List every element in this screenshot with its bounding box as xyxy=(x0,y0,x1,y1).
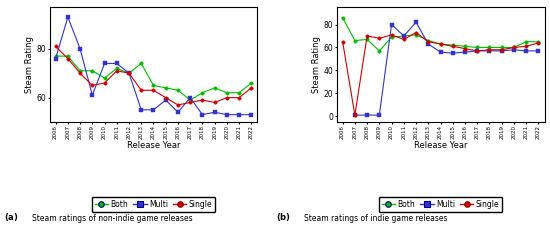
Legend: Both, Multi, Single: Both, Multi, Single xyxy=(91,197,216,212)
X-axis label: Release Year: Release Year xyxy=(414,141,468,150)
Text: $\bf{(b)}$: $\bf{(b)}$ xyxy=(276,211,291,223)
Text: Steam ratings of indie game releases: Steam ratings of indie game releases xyxy=(304,214,447,223)
Y-axis label: Steam Rating: Steam Rating xyxy=(311,36,321,93)
Text: Steam ratings of non-indie game releases: Steam ratings of non-indie game releases xyxy=(32,214,192,223)
Text: $\bf{(a)}$: $\bf{(a)}$ xyxy=(4,211,19,223)
Y-axis label: Steam Rating: Steam Rating xyxy=(25,36,34,93)
Legend: Both, Multi, Single: Both, Multi, Single xyxy=(378,197,503,212)
X-axis label: Release Year: Release Year xyxy=(126,141,180,150)
